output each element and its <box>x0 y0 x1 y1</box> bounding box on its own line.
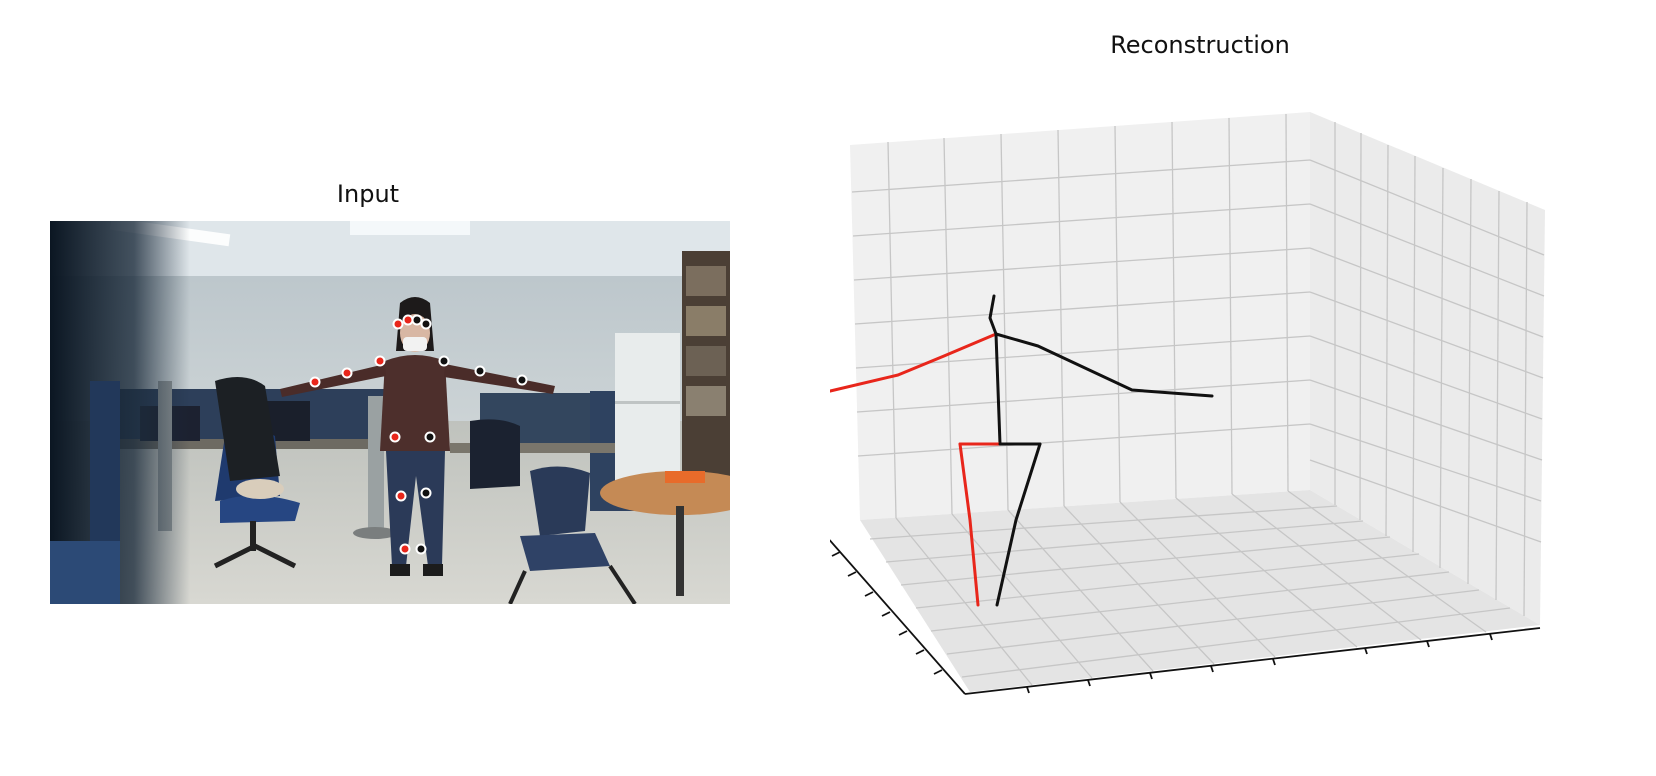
spine <box>994 332 1002 446</box>
right-leg <box>958 442 980 607</box>
back-pane <box>850 112 1310 520</box>
neck-head <box>988 294 998 336</box>
reconstruction-3d-plot <box>830 100 1630 760</box>
right-arm <box>830 332 998 393</box>
reconstruction-panel-title: Reconstruction <box>1110 31 1290 59</box>
skeleton-3d <box>830 294 1214 607</box>
axes <box>830 539 1541 695</box>
left-leg <box>995 442 1042 607</box>
keypoints-left <box>411 314 528 555</box>
floor-pane <box>860 490 1540 692</box>
input-photo <box>50 221 730 604</box>
input-panel-title: Input <box>336 180 400 208</box>
left-arm <box>994 332 1214 398</box>
grid-lines <box>851 113 1545 686</box>
side-pane <box>1310 112 1545 625</box>
